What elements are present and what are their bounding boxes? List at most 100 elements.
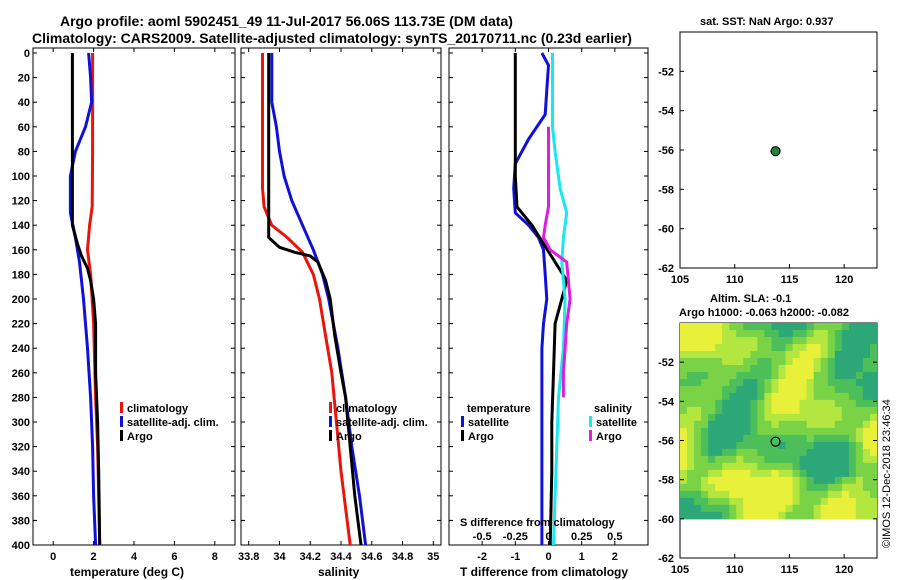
heatmap-cell bbox=[820, 406, 829, 415]
heatmap-cell bbox=[757, 413, 765, 422]
heatmap-cell bbox=[834, 490, 843, 499]
heatmap-cell bbox=[722, 351, 730, 359]
heatmap-cell bbox=[708, 392, 716, 401]
heatmap-cell bbox=[778, 511, 787, 520]
difference-top-axis-label: S difference from climatology bbox=[460, 517, 616, 529]
heatmap-cell bbox=[757, 358, 765, 366]
heatmap-cell bbox=[778, 448, 787, 457]
heatmap-cell bbox=[680, 344, 688, 352]
heatmap-cell bbox=[708, 504, 716, 513]
heatmap-cell bbox=[764, 392, 772, 401]
heatmap-cell bbox=[806, 337, 815, 345]
heatmap-cell bbox=[848, 406, 857, 415]
heatmap-cell bbox=[785, 490, 794, 499]
heatmap-cell bbox=[771, 469, 780, 478]
heatmap-cell bbox=[687, 455, 695, 464]
heatmap-cell bbox=[771, 455, 780, 464]
heatmap-cell bbox=[820, 351, 829, 359]
heatmap-cell bbox=[757, 476, 765, 485]
heatmap-cell bbox=[764, 469, 772, 478]
heatmap-cell bbox=[813, 344, 822, 352]
heatmap-cell bbox=[750, 379, 758, 387]
heatmap-cell bbox=[862, 448, 871, 457]
x-tick-label: 115 bbox=[781, 274, 799, 286]
heatmap-cell bbox=[813, 420, 822, 429]
heatmap-cell bbox=[701, 365, 709, 373]
heatmap-cell bbox=[806, 497, 815, 506]
y-tick-label: 140 bbox=[12, 220, 30, 232]
heatmap-cell bbox=[736, 323, 744, 331]
heatmap-cell bbox=[813, 406, 822, 415]
heatmap-cell bbox=[778, 434, 787, 443]
heatmap-cell bbox=[841, 504, 850, 513]
heatmap-cell bbox=[792, 365, 801, 373]
heatmap-cell bbox=[848, 420, 857, 429]
heatmap-cell bbox=[743, 379, 751, 387]
heatmap-cell bbox=[778, 469, 787, 478]
heatmap-cell bbox=[862, 344, 871, 352]
heatmap-cell bbox=[771, 448, 780, 457]
heatmap-cell bbox=[743, 455, 751, 464]
heatmap-cell bbox=[729, 511, 737, 520]
heatmap-cell bbox=[736, 372, 744, 380]
heatmap-cell bbox=[841, 490, 850, 499]
heatmap-cell bbox=[848, 476, 857, 485]
heatmap-cell bbox=[778, 413, 787, 422]
heatmap-cell bbox=[813, 497, 822, 506]
heatmap-cell bbox=[764, 351, 772, 359]
heatmap-cell bbox=[820, 490, 829, 499]
heatmap-cell bbox=[757, 392, 765, 401]
heatmap-cell bbox=[708, 420, 716, 429]
heatmap-cell bbox=[708, 413, 716, 422]
heatmap-cell bbox=[848, 427, 857, 436]
heatmap-cell bbox=[736, 490, 744, 499]
heatmap-cell bbox=[701, 330, 709, 338]
heatmap-cell bbox=[778, 372, 787, 380]
heatmap-cell bbox=[687, 392, 695, 401]
heatmap-cell bbox=[778, 504, 787, 513]
heatmap-cell bbox=[715, 323, 723, 331]
heatmap-cell bbox=[862, 427, 871, 436]
heatmap-cell bbox=[764, 344, 772, 352]
heatmap-cell bbox=[806, 441, 815, 450]
heatmap-cell bbox=[799, 372, 808, 380]
heatmap-cell bbox=[750, 420, 758, 429]
heatmap-cell bbox=[701, 372, 709, 380]
heatmap-cell bbox=[729, 448, 737, 457]
heatmap-cell bbox=[855, 511, 864, 520]
heatmap-cell bbox=[687, 337, 695, 345]
heatmap-cell bbox=[841, 483, 850, 492]
y-tick-label: 380 bbox=[12, 515, 30, 527]
y-tick-label: 180 bbox=[12, 269, 30, 281]
heatmap-cell bbox=[827, 372, 836, 380]
heatmap-cell bbox=[687, 330, 695, 338]
heatmap-cell bbox=[687, 323, 695, 331]
heatmap-cell bbox=[764, 406, 772, 415]
heatmap-cell bbox=[778, 344, 787, 352]
legend-label-climatology: climatology bbox=[336, 403, 398, 415]
heatmap-cell bbox=[778, 323, 787, 331]
heatmap-cell bbox=[820, 365, 829, 373]
heatmap-cell bbox=[799, 434, 808, 443]
heatmap-cell bbox=[694, 504, 702, 513]
legend-label-climatology: climatology bbox=[127, 403, 189, 415]
temperature-x-label: temperature (deg C) bbox=[70, 565, 184, 579]
sla-map-title: Altim. SLA: -0.1 bbox=[710, 293, 791, 305]
heatmap-cell bbox=[729, 469, 737, 478]
heatmap-cell bbox=[799, 344, 808, 352]
heatmap-cell bbox=[855, 413, 864, 422]
heatmap-cell bbox=[708, 379, 716, 387]
heatmap-cell bbox=[764, 427, 772, 436]
salinity-x-label: salinity bbox=[318, 565, 360, 579]
heatmap-cell bbox=[750, 385, 758, 394]
heatmap-cell bbox=[813, 330, 822, 338]
heatmap-cell bbox=[736, 420, 744, 429]
heatmap-cell bbox=[687, 497, 695, 506]
heatmap-cell bbox=[701, 504, 709, 513]
heatmap-cell bbox=[778, 497, 787, 506]
heatmap-cell bbox=[680, 427, 688, 436]
heatmap-cell bbox=[799, 511, 808, 520]
heatmap-cell bbox=[729, 392, 737, 401]
heatmap-cell bbox=[862, 372, 871, 380]
heatmap-cell bbox=[764, 483, 772, 492]
